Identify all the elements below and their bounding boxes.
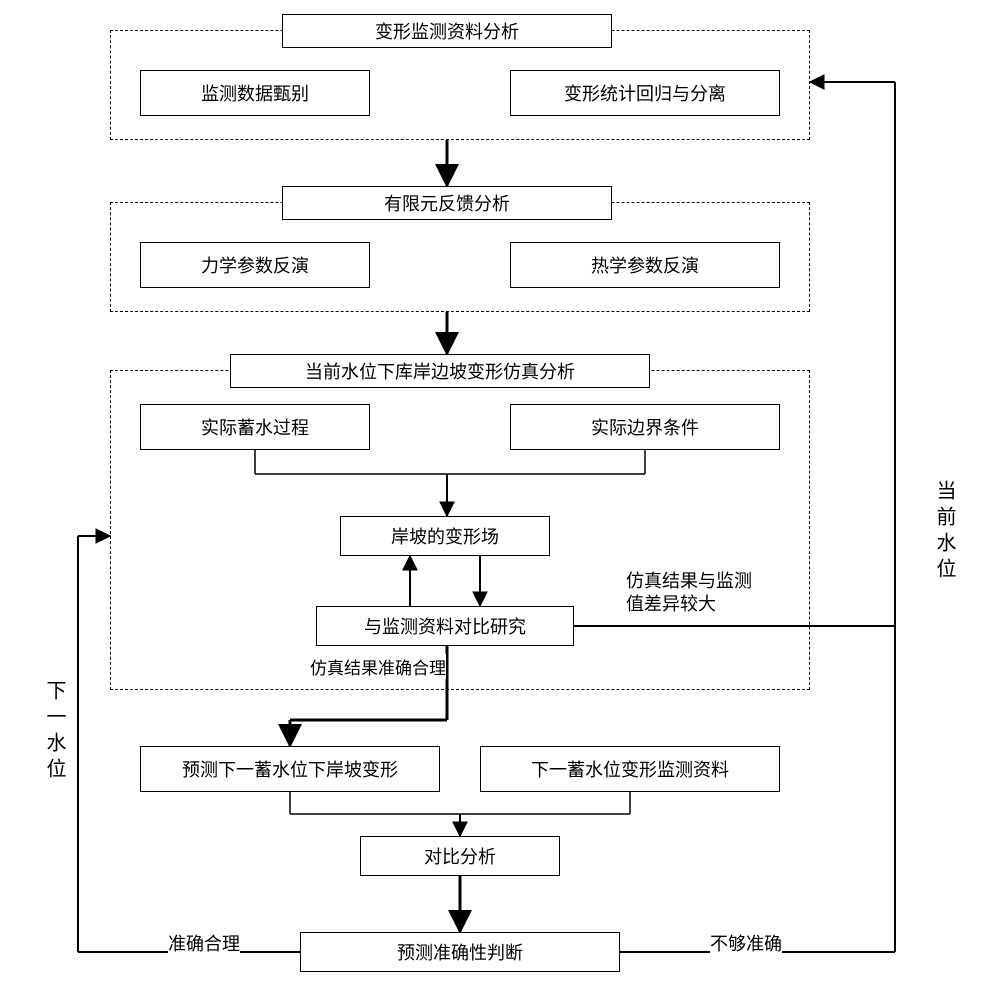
label-diff-large: 仿真结果与监测 值差异较大 bbox=[626, 570, 752, 617]
label-accurate: 仿真结果准确合理 bbox=[310, 654, 446, 679]
group-3-mid2: 与监测资料对比研究 bbox=[316, 606, 574, 646]
side-label-right: 当前水位 bbox=[930, 480, 959, 584]
group-1-left: 监测数据甄别 bbox=[140, 70, 370, 116]
group-3-left: 实际蓄水过程 bbox=[140, 404, 370, 450]
group-3-title: 当前水位下库岸边坡变形仿真分析 bbox=[230, 354, 650, 388]
compare-box: 对比分析 bbox=[360, 836, 560, 876]
predict-box: 预测下一蓄水位下岸坡变形 bbox=[140, 746, 440, 792]
side-label-left: 下一水位 bbox=[40, 680, 69, 784]
judge-box: 预测准确性判断 bbox=[300, 932, 620, 972]
group-2-right: 热学参数反演 bbox=[510, 242, 780, 288]
group-1-title: 变形监测资料分析 bbox=[282, 14, 612, 48]
label-diff-large-line1: 仿真结果与监测 bbox=[626, 571, 752, 591]
label-compare-ok: 准确合理 bbox=[168, 930, 240, 956]
group-1-right: 变形统计回归与分离 bbox=[510, 70, 780, 116]
group-3-right: 实际边界条件 bbox=[510, 404, 780, 450]
group-3-mid1: 岸坡的变形场 bbox=[340, 516, 550, 556]
label-diff-large-line2: 值差异较大 bbox=[626, 594, 716, 614]
label-compare-bad: 不够准确 bbox=[710, 930, 782, 956]
group-2-title: 有限元反馈分析 bbox=[282, 186, 612, 220]
next-data-box: 下一蓄水位变形监测资料 bbox=[480, 746, 780, 792]
group-2-left: 力学参数反演 bbox=[140, 242, 370, 288]
